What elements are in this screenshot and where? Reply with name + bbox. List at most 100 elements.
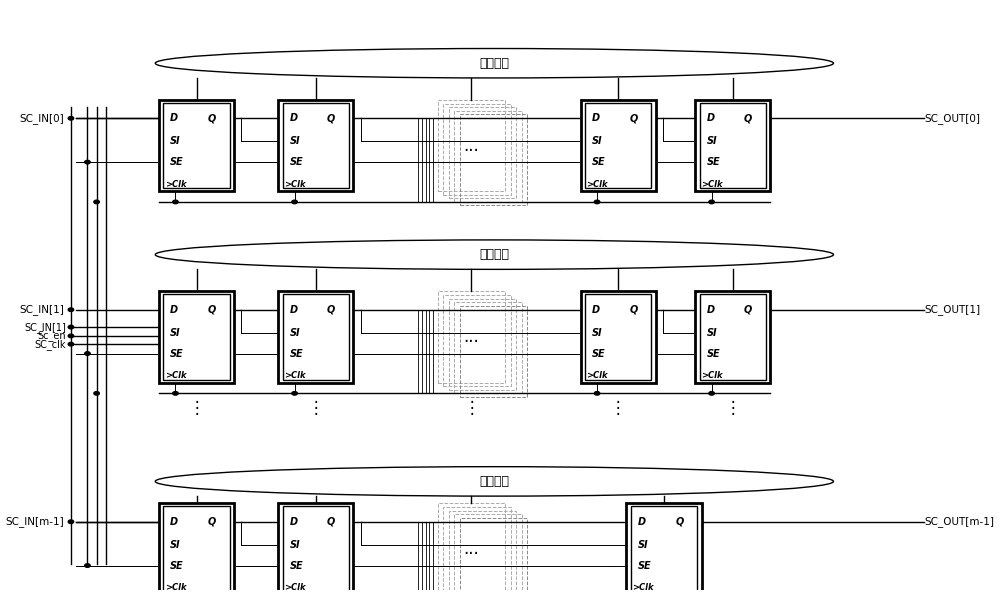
- Text: SE: SE: [170, 349, 184, 359]
- Text: Q: Q: [327, 305, 335, 315]
- Bar: [454, 514, 522, 594]
- Text: ...: ...: [464, 137, 479, 154]
- Ellipse shape: [155, 467, 833, 496]
- Text: D: D: [592, 305, 600, 315]
- Text: SI: SI: [289, 539, 300, 549]
- Text: SI: SI: [170, 539, 181, 549]
- Text: Q: Q: [327, 517, 335, 527]
- Text: SE: SE: [289, 561, 303, 571]
- Text: Q: Q: [675, 517, 683, 527]
- Circle shape: [292, 391, 297, 395]
- Text: D: D: [638, 517, 646, 527]
- Text: >Clk: >Clk: [165, 371, 187, 380]
- Bar: [159, 100, 234, 191]
- Text: ⋮: ⋮: [610, 399, 626, 417]
- Text: >Clk: >Clk: [587, 179, 608, 188]
- Bar: [585, 103, 651, 188]
- Text: D: D: [289, 517, 297, 527]
- Circle shape: [173, 391, 178, 395]
- Bar: [163, 295, 230, 380]
- Circle shape: [68, 326, 74, 329]
- Text: D: D: [170, 517, 178, 527]
- Bar: [159, 504, 234, 594]
- Circle shape: [68, 308, 74, 311]
- Text: Sc_en: Sc_en: [38, 330, 66, 342]
- Text: SC_IN[0]: SC_IN[0]: [20, 113, 65, 124]
- Circle shape: [594, 391, 600, 395]
- Text: SC_IN[1]: SC_IN[1]: [24, 321, 66, 333]
- Bar: [163, 103, 230, 188]
- Text: SI: SI: [289, 136, 300, 146]
- Text: SI: SI: [170, 327, 181, 337]
- Circle shape: [68, 334, 74, 337]
- Text: ...: ...: [464, 540, 479, 558]
- Bar: [443, 507, 511, 594]
- Text: Q: Q: [208, 305, 216, 315]
- Text: D: D: [170, 305, 178, 315]
- Text: D: D: [170, 113, 178, 124]
- Bar: [460, 305, 527, 397]
- Circle shape: [709, 391, 714, 395]
- Text: >Clk: >Clk: [284, 371, 306, 380]
- Bar: [443, 103, 511, 195]
- Bar: [278, 100, 353, 191]
- Text: SC_OUT[1]: SC_OUT[1]: [924, 304, 980, 315]
- Circle shape: [68, 342, 74, 346]
- Ellipse shape: [155, 240, 833, 269]
- Bar: [278, 292, 353, 383]
- Text: ⋮: ⋮: [188, 399, 205, 417]
- Text: 组合逻辑: 组合逻辑: [479, 57, 509, 69]
- Text: SI: SI: [706, 327, 717, 337]
- Circle shape: [173, 200, 178, 204]
- Text: SE: SE: [706, 157, 720, 167]
- Bar: [438, 100, 505, 191]
- Text: SE: SE: [592, 349, 605, 359]
- Text: 组合逻辑: 组合逻辑: [479, 248, 509, 261]
- Text: Q: Q: [208, 113, 216, 124]
- Text: Q: Q: [629, 305, 638, 315]
- Bar: [443, 295, 511, 386]
- Bar: [460, 517, 527, 594]
- Text: SI: SI: [706, 136, 717, 146]
- Text: D: D: [289, 305, 297, 315]
- Ellipse shape: [155, 49, 833, 78]
- Text: 组合逻辑: 组合逻辑: [479, 475, 509, 488]
- Text: D: D: [592, 113, 600, 124]
- Text: SC_OUT[m-1]: SC_OUT[m-1]: [924, 516, 994, 527]
- Text: ⋮: ⋮: [307, 399, 324, 417]
- Bar: [695, 100, 770, 191]
- Text: D: D: [289, 113, 297, 124]
- Text: SE: SE: [706, 349, 720, 359]
- Bar: [159, 292, 234, 383]
- Bar: [454, 302, 522, 393]
- Text: SC_OUT[0]: SC_OUT[0]: [924, 113, 980, 124]
- Text: D: D: [706, 305, 714, 315]
- Bar: [163, 506, 230, 592]
- Bar: [283, 103, 349, 188]
- Bar: [454, 110, 522, 202]
- Circle shape: [94, 200, 99, 204]
- Bar: [626, 504, 702, 594]
- Circle shape: [94, 391, 99, 395]
- Bar: [438, 292, 505, 383]
- Circle shape: [85, 564, 90, 567]
- Text: SE: SE: [638, 561, 651, 571]
- Text: SI: SI: [592, 136, 602, 146]
- Text: >Clk: >Clk: [701, 179, 723, 188]
- Bar: [283, 506, 349, 592]
- Text: >Clk: >Clk: [165, 179, 187, 188]
- Text: SI: SI: [289, 327, 300, 337]
- Bar: [449, 107, 516, 198]
- Bar: [700, 295, 766, 380]
- Text: >Clk: >Clk: [587, 371, 608, 380]
- Bar: [581, 100, 656, 191]
- Bar: [438, 504, 505, 594]
- Text: ⋮: ⋮: [463, 399, 480, 417]
- Text: SE: SE: [289, 157, 303, 167]
- Text: SE: SE: [170, 157, 184, 167]
- Text: SI: SI: [638, 539, 648, 549]
- Text: ⋮: ⋮: [724, 399, 741, 417]
- Text: SE: SE: [289, 349, 303, 359]
- Text: >Clk: >Clk: [165, 583, 187, 592]
- Text: >Clk: >Clk: [284, 179, 306, 188]
